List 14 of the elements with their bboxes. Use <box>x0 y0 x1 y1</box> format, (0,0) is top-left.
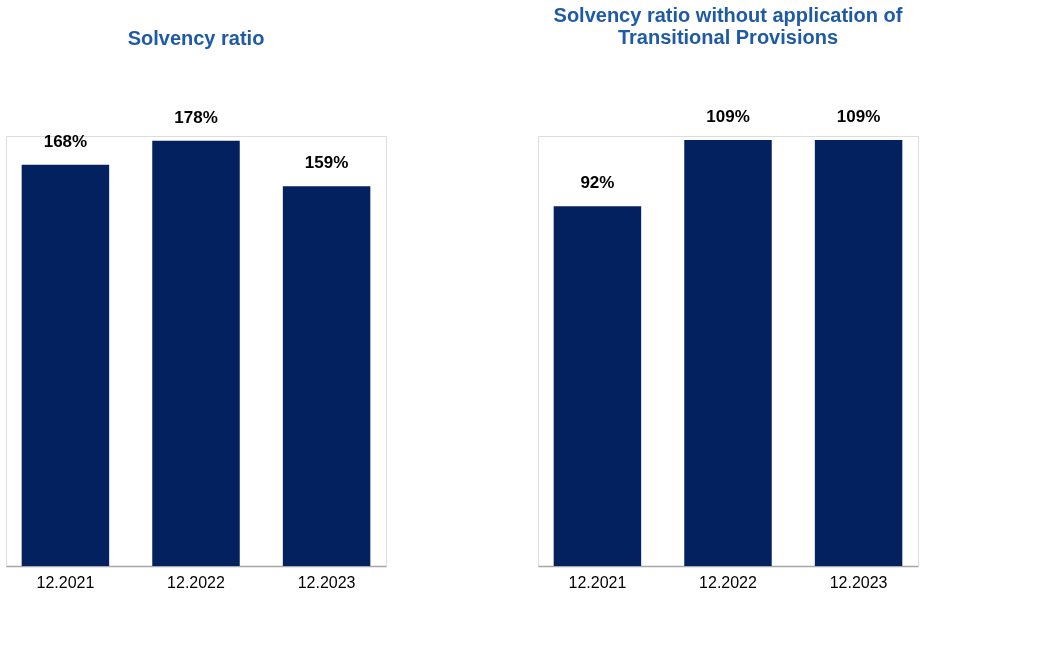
x-tick-label: 12.2021 <box>568 573 627 591</box>
data-label: 109% <box>836 106 881 126</box>
data-label: 92% <box>580 173 615 193</box>
x-tick-label: 12.2023 <box>297 573 356 591</box>
x-tick-label: 12.2022 <box>699 573 758 591</box>
chart-title: Solvency ratio <box>127 26 265 49</box>
chart-title: Solvency ratio without application of Transitional Provisions <box>553 3 903 48</box>
x-tick-label: 12.2021 <box>36 573 95 591</box>
x-tick-label: 12.2022 <box>167 573 226 591</box>
data-label: 109% <box>706 106 750 126</box>
data-label: 178% <box>174 107 218 127</box>
x-tick-label: 12.2023 <box>829 573 888 591</box>
data-label: 168% <box>43 131 88 151</box>
data-label: 159% <box>304 153 349 173</box>
